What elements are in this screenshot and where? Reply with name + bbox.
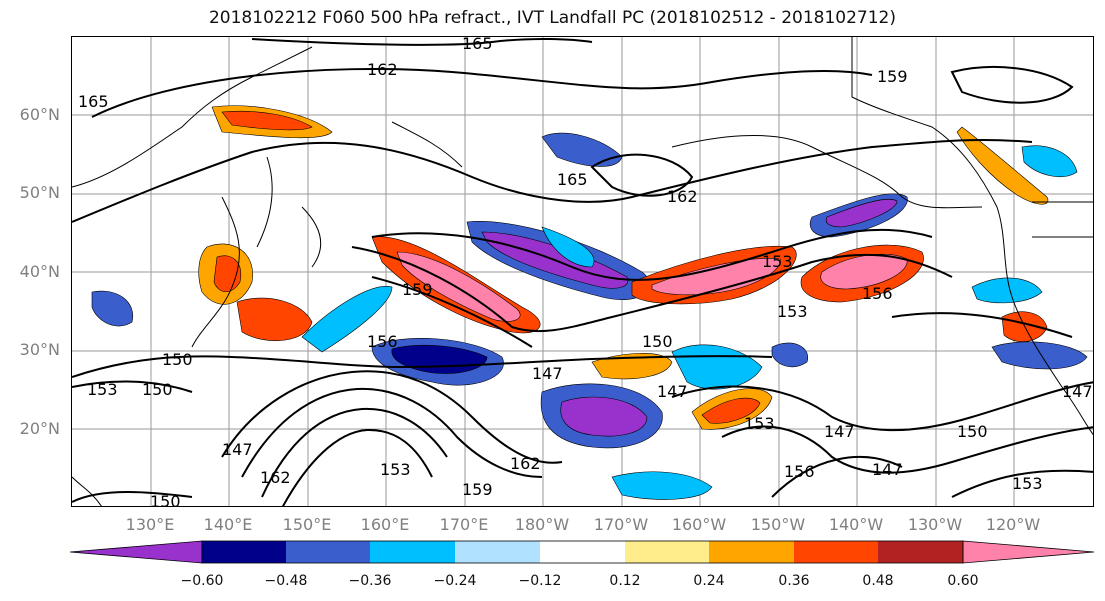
colorbar-swatch	[625, 541, 709, 563]
contour-label: 165	[462, 37, 493, 53]
height-contours	[72, 37, 1093, 506]
colorbar-swatch	[794, 541, 878, 563]
colorbar-tick-label: −0.12	[518, 573, 562, 589]
colorbar-tick-label: 0.24	[693, 573, 725, 589]
contour-label: 156	[784, 462, 815, 481]
lat-label-50n: 50°N	[19, 183, 60, 202]
coastlines	[72, 37, 1093, 506]
colorbar-swatch	[455, 541, 540, 563]
colorbar-tick-label: 0.48	[862, 573, 894, 589]
colorbar-tick-label: 0.12	[609, 573, 641, 589]
contour-label: 147	[872, 460, 903, 479]
contour-label: 156	[862, 284, 893, 303]
colorbar-tick-label: −0.60	[180, 573, 224, 589]
lat-label-30n: 30°N	[19, 340, 60, 359]
lon-label-180w: 180°W	[514, 515, 570, 534]
contour-label: 153	[87, 380, 118, 399]
contour-label: 153	[777, 302, 808, 321]
contour-label: 165	[78, 92, 109, 111]
colorbar-swatch	[962, 540, 1095, 564]
colorbar-tick-label: −0.48	[264, 573, 308, 589]
contour-labels: 165 162 159 165 165 162 159 153 156 153 …	[78, 37, 1093, 507]
contour-label: 147	[222, 440, 253, 459]
lon-label-150w: 150°W	[750, 515, 806, 534]
contour-label: 153	[1012, 474, 1043, 493]
contour-label: 159	[462, 480, 493, 499]
contour-label: 153	[744, 414, 775, 433]
contour-label: 153	[762, 252, 793, 271]
contour-label: 150	[142, 380, 173, 399]
lon-label-160w: 160°W	[671, 515, 727, 534]
contour-label: 162	[367, 60, 398, 79]
colorbar-swatch	[70, 540, 203, 564]
colorbar-swatch	[202, 541, 286, 563]
colorbar-swatch	[709, 541, 794, 563]
lon-label-130w: 130°W	[907, 515, 963, 534]
lon-label-120w: 120°W	[985, 515, 1041, 534]
contour-label: 147	[532, 364, 563, 383]
lon-label-130e: 130°E	[125, 515, 175, 534]
lon-label-170w: 170°W	[593, 515, 649, 534]
contour-label: 162	[667, 187, 698, 206]
map-panel: 165 162 159 165 165 162 159 153 156 153 …	[71, 36, 1094, 507]
colorbar-tick-label: 0.36	[778, 573, 810, 589]
contour-label: 150	[957, 422, 988, 441]
colorbar-tick-label: −0.36	[348, 573, 392, 589]
colorbar	[70, 540, 1095, 564]
contour-label: 147	[657, 382, 688, 401]
colorbar-swatch	[540, 541, 625, 563]
colorbar-swatch	[286, 541, 370, 563]
lon-label-140w: 140°W	[828, 515, 884, 534]
lon-label-150e: 150°E	[282, 515, 332, 534]
lon-label-140e: 140°E	[203, 515, 253, 534]
contour-label: 162	[510, 454, 541, 473]
map-canvas: 165 162 159 165 165 162 159 153 156 153 …	[72, 37, 1093, 507]
contour-label: 153	[380, 460, 411, 479]
contour-label: 147	[1062, 382, 1093, 401]
map-title: 2018102212 F060 500 hPa refract., IVT La…	[208, 8, 896, 28]
contour-label: 162	[260, 468, 291, 487]
contour-label: 150	[642, 332, 673, 351]
colorbar-swatch	[370, 541, 455, 563]
contour-label: 159	[402, 280, 433, 299]
anomaly-shading	[91, 105, 1088, 500]
colorbar-tick-label: −0.24	[433, 573, 477, 589]
contour-label: 156	[367, 332, 398, 351]
contour-label: 159	[877, 67, 908, 86]
contour-label: 150	[150, 492, 181, 507]
lat-label-40n: 40°N	[19, 262, 60, 281]
colorbar-swatch	[878, 541, 963, 563]
contour-label: 165	[557, 170, 588, 189]
lon-label-170e: 170°E	[439, 515, 489, 534]
lon-label-160e: 160°E	[360, 515, 410, 534]
lat-label-60n: 60°N	[19, 105, 60, 124]
lat-label-20n: 20°N	[19, 419, 60, 438]
contour-label: 147	[824, 422, 855, 441]
colorbar-tick-label: 0.60	[947, 573, 979, 589]
contour-label: 150	[162, 350, 193, 369]
